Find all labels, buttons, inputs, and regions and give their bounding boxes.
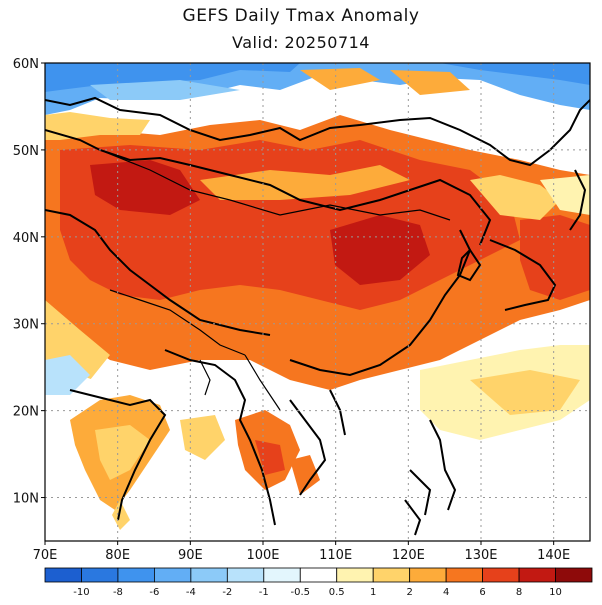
country-borders xyxy=(99,149,451,411)
colorbar-label: 4 xyxy=(443,587,449,598)
colorbar-label: -2 xyxy=(222,587,232,598)
map-title: GEFS Daily Tmax Anomaly xyxy=(182,6,420,26)
colorbar-swatch xyxy=(117,567,155,583)
lon-label: 110E xyxy=(319,548,352,563)
lat-label: 40N xyxy=(13,231,39,246)
lat-label: 30N xyxy=(13,318,39,333)
colorbar-swatch xyxy=(44,567,82,583)
colorbar-label: 6 xyxy=(479,587,485,598)
colorbar-label: -0.5 xyxy=(291,587,311,598)
lon-label: 80E xyxy=(105,548,130,563)
colorbar-swatch xyxy=(263,567,301,583)
colorbar-label: -1 xyxy=(259,587,269,598)
lon-label: 90E xyxy=(178,548,203,563)
colorbar-label: -8 xyxy=(113,587,123,598)
map-subtitle: Valid: 20250714 xyxy=(232,33,370,52)
anomaly-field xyxy=(45,63,590,541)
coastlines xyxy=(45,96,590,536)
colorbar-swatch xyxy=(482,567,520,583)
lon-label: 70E xyxy=(33,548,58,563)
colorbar-swatch xyxy=(81,567,119,583)
lon-label: 130E xyxy=(464,548,497,563)
colorbar-label: 2 xyxy=(406,587,412,598)
lon-label: 140E xyxy=(537,548,570,563)
colorbar-swatch xyxy=(190,567,228,583)
map-grid xyxy=(45,63,590,541)
colorbar-label: 1 xyxy=(370,587,376,598)
lat-label: 10N xyxy=(13,492,39,507)
lon-label: 120E xyxy=(392,548,425,563)
lat-label: 60N xyxy=(13,57,39,72)
colorbar-swatch xyxy=(372,567,411,583)
colorbar-swatch xyxy=(445,567,483,583)
lon-label: 100E xyxy=(246,548,279,563)
colorbar-label: 0.5 xyxy=(329,587,345,598)
colorbar-swatch xyxy=(518,567,556,583)
colorbar-swatch xyxy=(226,567,265,583)
colorbar-label: 10 xyxy=(549,587,562,598)
colorbar-label: -6 xyxy=(149,587,159,598)
colorbar-label: -10 xyxy=(73,587,89,598)
colorbar: -10 -8 -6 -4 -2 -1 -0.5 0.5 1 2 4 6 8 10 xyxy=(44,567,593,598)
colorbar-swatch xyxy=(409,567,447,583)
colorbar-label: 8 xyxy=(516,587,522,598)
colorbar-swatch xyxy=(555,567,593,583)
lat-label: 50N xyxy=(13,144,39,159)
map-axes: 60N 50N 40N 30N 20N 10N 70E 80E 90E 100E 110E 120E 1… xyxy=(13,57,570,563)
colorbar-swatch xyxy=(336,567,374,583)
map-frame xyxy=(44,62,591,542)
colorbar-swatch xyxy=(299,567,338,583)
colorbar-swatch xyxy=(153,567,192,583)
lat-label: 20N xyxy=(13,405,39,420)
colorbar-label: -4 xyxy=(186,587,196,598)
